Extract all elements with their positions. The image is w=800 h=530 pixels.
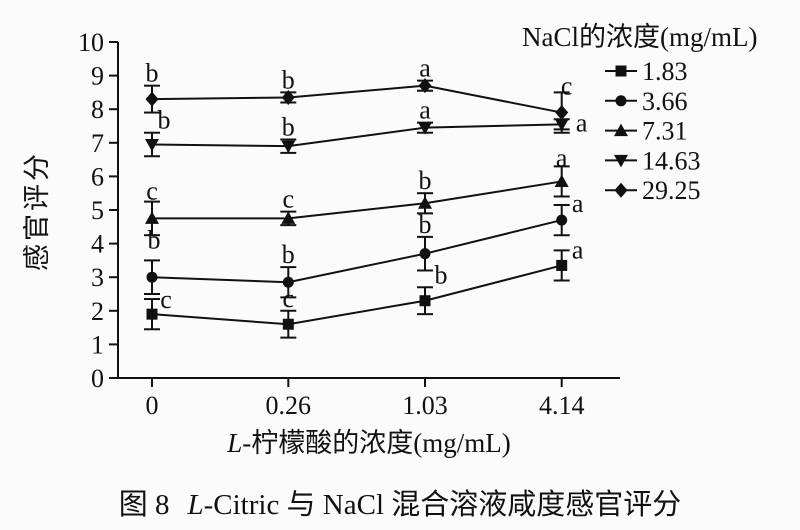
significance-letter: c [561,71,573,100]
legend-label: 7.31 [642,117,688,146]
y-tick-label: 8 [91,95,104,124]
y-tick-label: 9 [91,62,104,91]
x-tick-label: 0 [146,391,159,420]
significance-letter: b [282,240,295,269]
y-tick-label: 4 [91,230,104,259]
figure-caption-number: 图 8 [118,489,170,521]
y-tick-label: 1 [91,330,104,359]
significance-letter: b [148,225,161,254]
marker-diamond-icon [418,78,432,94]
y-tick-label: 2 [91,297,104,326]
legend-label: 29.25 [642,176,701,205]
y-tick-label: 10 [78,28,104,57]
legend-label: 14.63 [642,146,701,175]
y-tick-label: 3 [91,263,104,292]
figure-caption-rest: -Citric 与 NaCl 混合溶液咸度感官评分 [203,489,682,521]
significance-letter: b [419,210,432,239]
y-tick-label: 0 [91,364,104,393]
marker-triangle-down-icon [145,138,159,152]
marker-square-icon [419,295,431,307]
marker-diamond-icon [555,105,569,121]
significance-letter: a [556,143,568,172]
series-line-1.83 [151,264,562,326]
series-line-14.63 [151,123,562,148]
marker-circle-icon [282,276,294,288]
series-line-7.31 [152,180,562,220]
legend-title: NaCl的浓度(mg/mL) [522,22,757,52]
marker-triangle-down-icon [281,140,296,154]
y-tick-label: 6 [91,162,104,191]
significance-letter: b [146,59,159,88]
marker-square-icon [556,259,568,271]
x-tick-label: 1.03 [402,391,448,420]
marker-circle-icon [419,248,431,260]
legend-label: 1.83 [642,57,688,86]
marker-triangle-up-icon [614,123,628,137]
significance-letter: a [572,235,584,264]
x-tick-label: 4.14 [539,391,585,420]
significance-letter: a [419,54,431,83]
significance-letter: b [435,260,448,289]
marker-diamond-icon [145,91,159,107]
marker-triangle-up-icon [554,174,569,187]
marker-square-icon [146,308,158,320]
marker-diamond-icon [281,89,295,105]
significance-letter: b [419,166,432,195]
y-tick-label: 7 [91,129,104,158]
significance-letter: c [146,177,158,206]
x-tick-label: 0.26 [266,391,312,420]
marker-square-icon [282,318,294,330]
significance-letter: a [576,108,588,137]
y-axis-title: 感官评分 [22,151,52,271]
x-axis-title: L-柠檬酸的浓度(mg/mL) [118,421,620,460]
marker-square-icon [615,65,627,77]
significance-letter: c [283,185,295,214]
significance-letter: a [419,96,431,125]
marker-diamond-icon [614,182,628,198]
significance-letter: b [282,112,295,141]
significance-letter: c [160,285,172,314]
marker-triangle-up-icon [145,211,159,224]
significance-letter: b [282,65,295,94]
series-line-29.25 [151,84,562,114]
figure-caption-italic: L [187,489,204,521]
figure-caption: 图 8 L-Citric 与 NaCl 混合溶液咸度感官评分 [0,481,800,523]
x-axis-title-rest: -柠檬酸的浓度(mg/mL) [242,428,511,458]
y-tick-label: 5 [91,196,104,225]
marker-triangle-up-icon [281,211,296,224]
marker-circle-icon [615,95,627,107]
significance-letter: b [158,106,171,135]
x-axis-title-italic: L [227,428,243,458]
legend-label: 3.66 [642,87,688,116]
marker-triangle-down-icon [418,122,432,135]
marker-circle-icon [556,214,568,226]
marker-circle-icon [146,271,158,283]
significance-letter: a [572,189,584,218]
series-line-3.66 [151,219,562,284]
marker-triangle-up-icon [418,196,432,209]
marker-triangle-down-icon [614,154,628,168]
